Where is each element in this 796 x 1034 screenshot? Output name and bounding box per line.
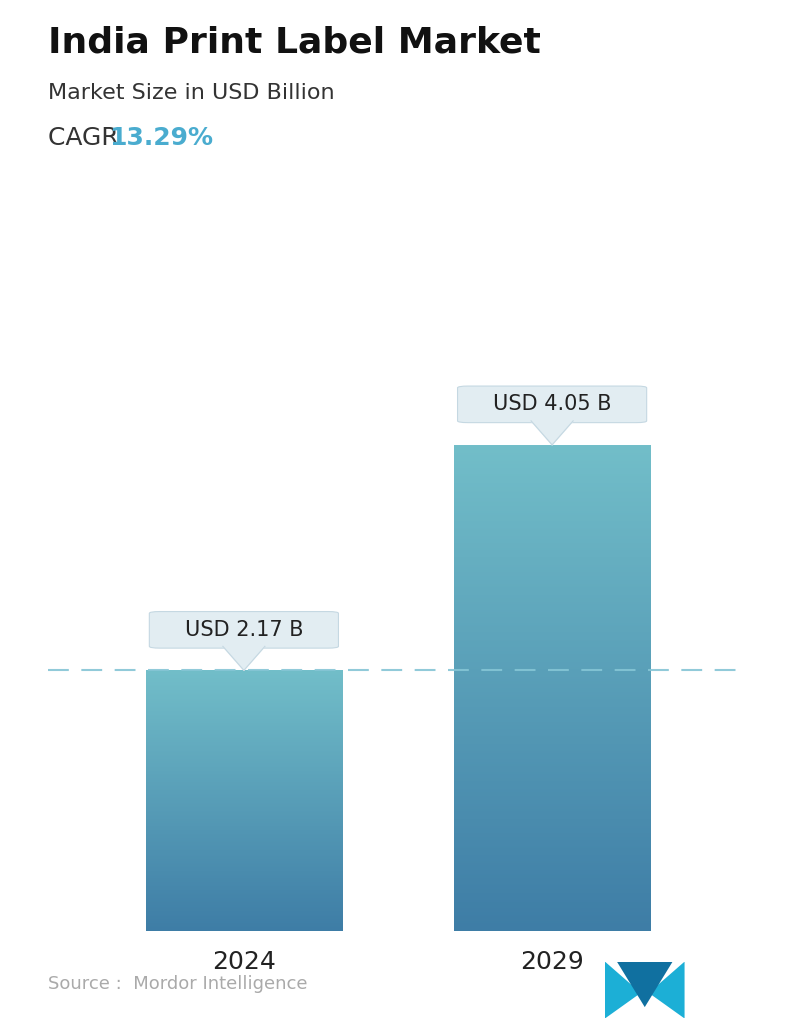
Polygon shape: [617, 962, 673, 1007]
FancyBboxPatch shape: [150, 611, 338, 648]
Text: CAGR: CAGR: [48, 126, 135, 150]
Polygon shape: [605, 962, 641, 1018]
Text: Market Size in USD Billion: Market Size in USD Billion: [48, 83, 334, 102]
Text: 13.29%: 13.29%: [109, 126, 213, 150]
Polygon shape: [223, 646, 265, 670]
Polygon shape: [531, 421, 573, 445]
FancyBboxPatch shape: [458, 386, 646, 423]
Text: India Print Label Market: India Print Label Market: [48, 26, 540, 60]
Text: USD 4.05 B: USD 4.05 B: [493, 394, 611, 415]
Polygon shape: [649, 962, 685, 1018]
Text: USD 2.17 B: USD 2.17 B: [185, 619, 303, 640]
Text: Source :  Mordor Intelligence: Source : Mordor Intelligence: [48, 975, 307, 993]
